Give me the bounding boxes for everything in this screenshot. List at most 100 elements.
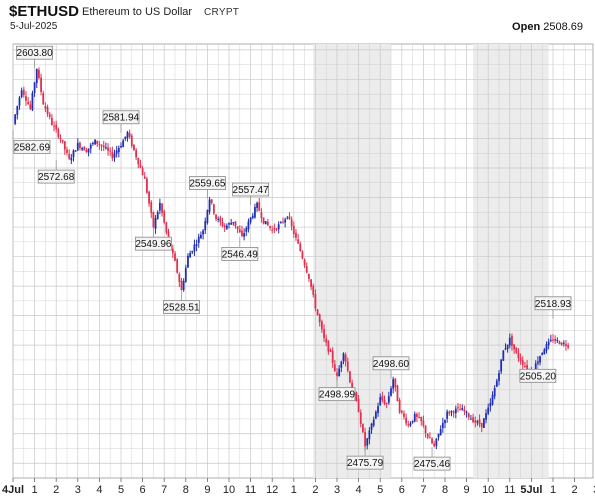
candle-body (547, 341, 550, 346)
x-tick-label: 3 (334, 484, 340, 496)
candle-body (202, 230, 204, 235)
candle-body (470, 418, 472, 420)
candle-body (14, 114, 17, 124)
price-callout: 2498.60 (372, 356, 410, 379)
candle-body (96, 140, 99, 144)
candle-body (277, 224, 280, 230)
candle-body (435, 438, 438, 446)
price-callout: 2498.99 (318, 377, 356, 402)
x-tick-label: 8 (183, 484, 189, 496)
candle-body (318, 314, 321, 323)
candle-body (130, 135, 133, 147)
candle-body (290, 219, 293, 227)
candle-body (511, 336, 513, 347)
candle-body (331, 350, 334, 363)
candle-body (323, 329, 325, 339)
candle-body (288, 216, 291, 219)
candle-body (165, 222, 168, 233)
x-tick-label: 9 (204, 484, 210, 496)
x-tick-label: 6 (140, 484, 146, 496)
open-value: 2508.69 (543, 21, 583, 33)
candle-body (390, 388, 392, 396)
candle-body (247, 221, 250, 230)
candle-body (398, 400, 401, 413)
candle-body (38, 69, 40, 79)
candle-body (472, 417, 474, 423)
candle-body (27, 102, 30, 105)
candle-body (396, 385, 399, 402)
candle-body (308, 273, 310, 279)
candle-body (109, 150, 112, 152)
candle-body (232, 222, 235, 224)
candle-body (92, 142, 94, 144)
candle-body (502, 350, 505, 361)
x-tick-label: 4 (356, 484, 362, 496)
x-tick-label: 7 (420, 484, 426, 496)
candle-body (87, 148, 90, 153)
candle-body (431, 438, 433, 444)
candle-body (439, 428, 442, 436)
price-callout: 2572.68 (37, 160, 75, 184)
candle-body (59, 138, 62, 140)
candle-body (16, 105, 19, 115)
candle-body (467, 413, 470, 418)
candle-body (55, 124, 58, 130)
candle-body (70, 157, 73, 161)
candle-body (150, 202, 153, 214)
candle-body (493, 388, 496, 397)
candle-body (167, 231, 170, 240)
candle-body (355, 392, 358, 401)
candle-body (463, 409, 466, 412)
x-tick-label: 5Jul (520, 484, 542, 496)
callout-label: 2505.20 (520, 371, 557, 382)
candle-body (482, 418, 485, 428)
chart-header: $ETHUSD Ethereum to US Dollar CRYPT 5-Ju… (0, 0, 595, 40)
price-callout: 2603.80 (16, 45, 53, 69)
candle-body (187, 255, 189, 268)
x-tick-label: 5 (118, 484, 124, 496)
candle-body (377, 406, 379, 414)
callout-label: 2572.68 (38, 172, 75, 183)
candle-body (413, 413, 416, 422)
candle-body (476, 421, 479, 423)
callout-label: 2498.60 (373, 359, 410, 370)
x-tick-label: 3 (593, 484, 595, 496)
candle-body (35, 68, 38, 84)
candle-body (275, 228, 278, 230)
candle-body (33, 82, 36, 93)
candle-body (217, 218, 220, 220)
chart-date: 5-Jul-2025 (10, 21, 58, 32)
candle-body (478, 419, 481, 425)
candle-body (379, 397, 382, 406)
candle-body (212, 204, 215, 214)
candle-body (74, 150, 77, 152)
callout-label: 2549.96 (135, 239, 172, 250)
candle-body (180, 280, 183, 290)
candle-body (534, 363, 537, 372)
candle-body (208, 199, 211, 212)
price-callout: 2518.93 (534, 296, 572, 319)
candle-body (409, 423, 412, 426)
candle-body (364, 432, 366, 447)
candle-body (297, 239, 300, 244)
x-tick-label: 8 (442, 484, 448, 496)
candle-body (243, 233, 246, 237)
price-callout: 2581.94 (102, 110, 140, 133)
candle-body (383, 399, 386, 404)
candle-body (219, 217, 222, 222)
candle-body (489, 403, 492, 407)
candle-body (541, 352, 544, 355)
callout-label: 2475.79 (347, 458, 384, 469)
candle-body (115, 150, 118, 154)
price-callouts: 2603.80 2582.69 2572.68 2581.94 2549.96 2559.… (12, 45, 572, 471)
candle-body (495, 380, 498, 387)
candle-body (336, 372, 338, 376)
candle-body (500, 359, 503, 372)
candle-body (372, 419, 375, 426)
candle-body (526, 364, 528, 371)
candle-body (258, 202, 261, 211)
candle-body (215, 214, 217, 220)
candle-body (89, 144, 92, 149)
candle-body (448, 411, 451, 414)
candle-body (254, 207, 256, 218)
